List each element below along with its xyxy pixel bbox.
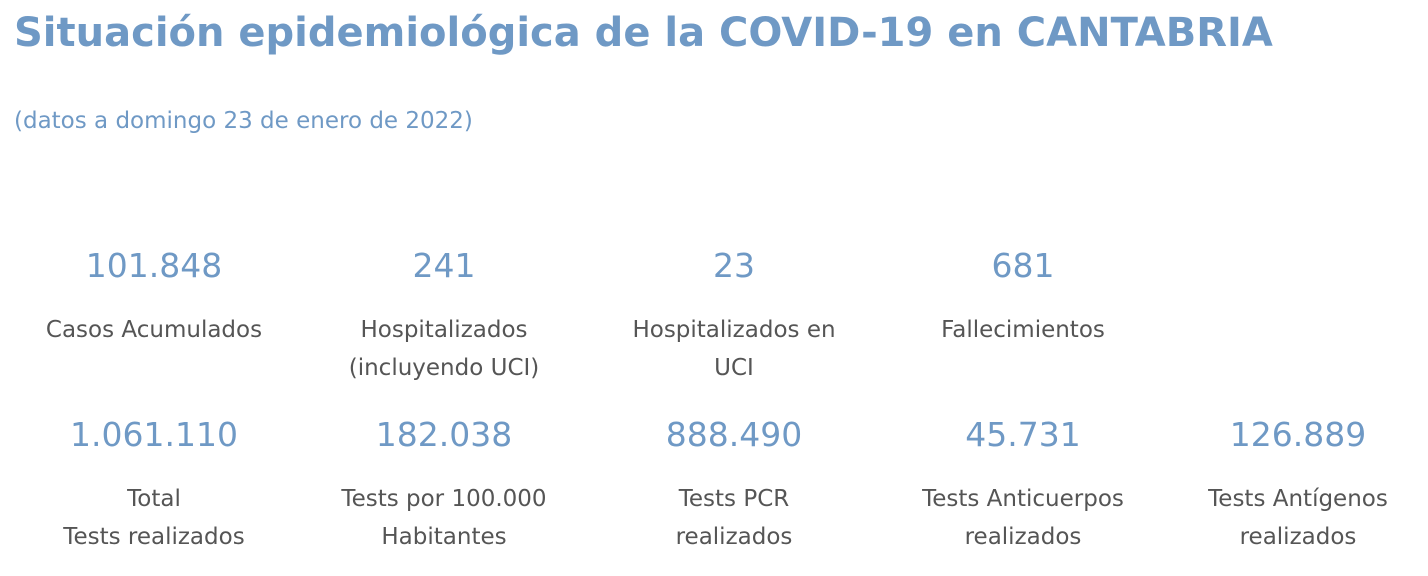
stat-value: 182.038 xyxy=(375,415,513,454)
stat-label: Fallecimientos xyxy=(878,311,1168,349)
stat-value: 101.848 xyxy=(85,246,223,285)
stat-value: 1.061.110 xyxy=(70,415,238,454)
stat-fallecimientos: 681 Fallecimientos xyxy=(878,246,1168,349)
stat-label-line: Casos Acumulados xyxy=(45,317,263,343)
data-date: (datos a domingo 23 de enero de 2022) xyxy=(14,108,473,134)
stat-label-line: UCI xyxy=(714,355,754,381)
stat-label-line: realizados xyxy=(675,524,793,550)
stat-label: Tests Antígenos realizados xyxy=(1168,480,1428,556)
page-title: Situación epidemiológica de la COVID-19 … xyxy=(14,10,1273,56)
stat-label: Total Tests realizados xyxy=(9,480,299,556)
stat-label: Tests PCR realizados xyxy=(589,480,879,556)
stat-value: 23 xyxy=(713,246,755,285)
stat-label: Hospitalizados en UCI xyxy=(589,311,879,387)
stat-label-line: Fallecimientos xyxy=(941,317,1105,343)
stat-label: Tests Anticuerpos realizados xyxy=(878,480,1168,556)
stat-label-line: (incluyendo UCI) xyxy=(348,355,540,381)
stat-value: 241 xyxy=(412,246,476,285)
stat-label: Tests por 100.000 Habitantes xyxy=(299,480,589,556)
stat-label: Hospitalizados (incluyendo UCI) xyxy=(299,311,589,387)
stat-value: 45.731 xyxy=(965,415,1081,454)
stat-value: 681 xyxy=(991,246,1055,285)
stat-tests-por-100000: 182.038 Tests por 100.000 Habitantes xyxy=(299,415,589,556)
stat-tests-antigenos: 126.889 Tests Antígenos realizados xyxy=(1168,415,1428,556)
stat-tests-anticuerpos: 45.731 Tests Anticuerpos realizados xyxy=(878,415,1168,556)
stat-label-line: Hospitalizados en xyxy=(632,317,836,343)
stat-label-line: realizados xyxy=(1239,524,1357,550)
stat-label-line: Habitantes xyxy=(381,524,507,550)
stat-total-tests: 1.061.110 Total Tests realizados xyxy=(9,415,299,556)
stat-hospitalizados: 241 Hospitalizados (incluyendo UCI) xyxy=(299,246,589,387)
stat-hospitalizados-uci: 23 Hospitalizados en UCI xyxy=(589,246,879,387)
stat-casos-acumulados: 101.848 Casos Acumulados xyxy=(9,246,299,349)
stat-label-line: Tests por 100.000 xyxy=(341,486,547,512)
stat-tests-pcr: 888.490 Tests PCR realizados xyxy=(589,415,879,556)
stat-label-line: Hospitalizados xyxy=(360,317,528,343)
stat-label-line: Tests PCR xyxy=(678,486,790,512)
stat-value: 888.490 xyxy=(665,415,803,454)
stat-label-line: Total xyxy=(127,486,181,512)
stat-label-line: Tests Anticuerpos xyxy=(922,486,1124,512)
stat-value: 126.889 xyxy=(1229,415,1367,454)
stat-label-line: Tests realizados xyxy=(63,524,245,550)
stat-label: Casos Acumulados xyxy=(9,311,299,349)
stat-label-line: realizados xyxy=(964,524,1082,550)
stat-label-line: Tests Antígenos xyxy=(1208,486,1388,512)
